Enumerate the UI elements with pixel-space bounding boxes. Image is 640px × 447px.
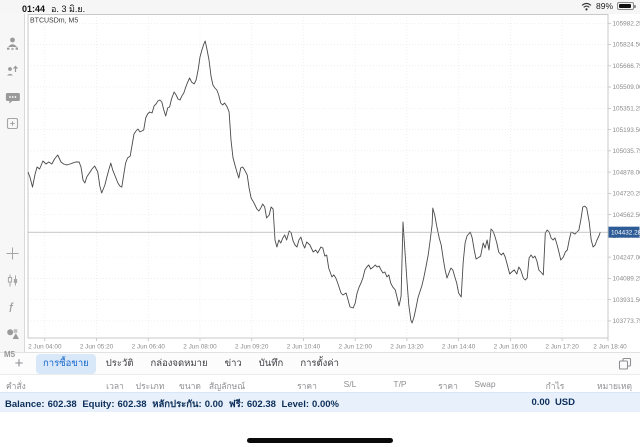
price-axis-label: 105824.50 — [613, 42, 640, 49]
svg-text:f: f — [9, 300, 14, 315]
clock: 01:44 — [22, 4, 46, 14]
balance-value: 602.38 — [47, 399, 77, 410]
windows-layout-icon[interactable] — [618, 357, 632, 371]
tab-news[interactable]: ข่าว — [224, 358, 242, 369]
time-axis-label: 2 Jun 10:40 — [287, 344, 321, 351]
price-axis-label: 105351.25 — [613, 106, 640, 113]
current-price-value: 104432.28 — [611, 229, 640, 236]
col-volume: ขนาด — [179, 381, 201, 391]
level-label: Level: — [281, 399, 310, 410]
col-tp: T/P — [393, 379, 407, 389]
time-axis-label: 2 Jun 09:20 — [235, 344, 269, 351]
bottom-tab-bar: + การซื้อขาย ประวัติ กล่องจดหมาย ข่าว บั… — [0, 352, 640, 374]
col-order: คำสั่ง — [6, 381, 26, 391]
col-symbol: สัญลักษณ์ — [208, 381, 246, 391]
col-swap: Swap — [474, 379, 496, 389]
col-profit: กำไร — [545, 381, 565, 391]
price-axis-label: 104089.25 — [613, 276, 640, 283]
chart-canvas[interactable]: 105982.25 105824.50 105666.75 105509.00 1053… — [0, 14, 640, 352]
col-price-cur: ราคา — [438, 381, 458, 391]
price-line-series — [27, 40, 601, 324]
chat-icon[interactable] — [4, 89, 21, 106]
col-time: เวลา — [106, 381, 124, 391]
free-margin-value: 602.38 — [246, 399, 276, 410]
price-axis-label: 105509.00 — [613, 84, 640, 91]
time-axis-label: 2 Jun 04:00 — [28, 344, 62, 351]
col-comment: หมายเหตุ — [597, 381, 632, 391]
col-type: ประเภท — [135, 381, 165, 391]
chart-toolbar: f M5 — [0, 14, 25, 359]
col-sl: S/L — [343, 379, 357, 389]
battery-percent: 89% — [595, 1, 613, 11]
price-axis-label: 104720.25 — [613, 191, 640, 198]
time-axis-label: 2 Jun 05:20 — [80, 344, 114, 351]
account-summary: Balance: 602.38 Equity: 602.38 หลักประกัน:… — [5, 397, 342, 412]
margin-label: หลักประกัน: — [152, 399, 202, 410]
time-axis-label: 2 Jun 08:00 — [183, 344, 217, 351]
time-axis-label: 2 Jun 18:40 — [593, 344, 627, 351]
tab-trade[interactable]: การซื้อขาย — [36, 353, 96, 374]
status-right: 89% — [581, 1, 636, 11]
equity-value: 602.38 — [117, 399, 147, 410]
price-axis-label: 103773.75 — [613, 318, 640, 325]
price-axis-label: 104247.00 — [613, 254, 640, 261]
chart-symbol-label: BTCUSDm, M5 — [30, 18, 78, 25]
home-indicator — [247, 438, 393, 443]
tab-history[interactable]: ประวัติ — [105, 358, 134, 369]
current-price-tag — [608, 226, 640, 238]
margin-value: 0.00 — [204, 399, 224, 410]
time-axis-label: 2 Jun 14:40 — [442, 344, 476, 351]
chart-region: 105982.25 105824.50 105666.75 105509.00 1053… — [0, 14, 640, 359]
time-axis-label: 2 Jun 16:00 — [494, 344, 528, 351]
level-value: 0.00% — [312, 399, 339, 410]
account-summary-row: Balance: 602.38 Equity: 602.38 หลักประกัน:… — [0, 392, 640, 412]
profit-value: 0.00 — [531, 397, 550, 408]
new-order-icon[interactable] — [4, 62, 21, 79]
status-date: อ. 3 มิ.ย. — [51, 4, 86, 14]
price-axis-label: 104562.50 — [613, 212, 640, 219]
positions-table-header: คำสั่ง เวลา ประเภท ขนาด สัญลักษณ์ ราคา S… — [0, 374, 640, 392]
time-axis-label: 2 Jun 12:00 — [338, 344, 372, 351]
wifi-icon — [581, 2, 592, 10]
battery-icon — [617, 2, 636, 10]
equity-label: Equity: — [82, 399, 115, 410]
objects-icon[interactable] — [4, 325, 21, 342]
price-axis-label: 105193.50 — [613, 127, 640, 134]
timeframe-button[interactable]: M5 — [4, 350, 16, 359]
trade-accounts-icon[interactable] — [4, 35, 21, 52]
candlestick-style-icon[interactable] — [4, 272, 21, 289]
add-order-button[interactable]: + — [14, 354, 24, 372]
indicators-icon[interactable]: f — [4, 299, 21, 316]
price-axis-label: 105982.25 — [613, 20, 640, 27]
time-axis-label: 2 Jun 06:40 — [132, 344, 166, 351]
time-axis-label: 2 Jun 17:20 — [545, 344, 579, 351]
price-axis-label: 105666.75 — [613, 63, 640, 70]
price-axis-label: 105035.75 — [613, 148, 640, 155]
price-axis-label: 104878.00 — [613, 169, 640, 176]
plot-border — [27, 14, 609, 339]
time-axis-label: 2 Jun 13:20 — [390, 344, 424, 351]
free-margin-label: ฟรี: — [228, 399, 244, 410]
price-axis-label: 103931.50 — [613, 297, 640, 304]
new-chart-icon[interactable] — [4, 115, 21, 132]
total-profit: 0.00 USD — [526, 397, 575, 408]
balance-label: Balance: — [5, 399, 45, 410]
tab-settings[interactable]: การตั้งค่า — [300, 358, 339, 369]
crosshair-icon[interactable] — [4, 245, 21, 262]
status-bar: 01:44 อ. 3 มิ.ย. 89% — [0, 0, 640, 14]
status-left: 01:44 อ. 3 มิ.ย. — [22, 2, 85, 16]
tab-mailbox[interactable]: กล่องจดหมาย — [150, 358, 208, 369]
col-price-open: ราคา — [297, 381, 317, 391]
tab-journal[interactable]: บันทึก — [258, 358, 284, 369]
profit-currency: USD — [554, 397, 575, 408]
